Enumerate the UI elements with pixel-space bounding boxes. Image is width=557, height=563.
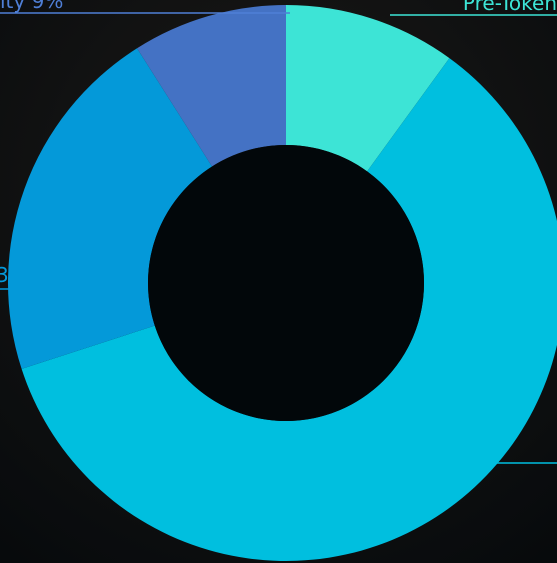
callout-label: 3 xyxy=(0,263,9,287)
callout-label: ity 9% xyxy=(0,0,63,13)
callout-label: Pre-Token xyxy=(463,0,557,15)
chart: ity 9% Pre-Token 3 xyxy=(0,0,557,563)
page: {"chart_data": {"type": "donut", "catego… xyxy=(0,0,557,563)
donut-hole xyxy=(148,145,424,421)
